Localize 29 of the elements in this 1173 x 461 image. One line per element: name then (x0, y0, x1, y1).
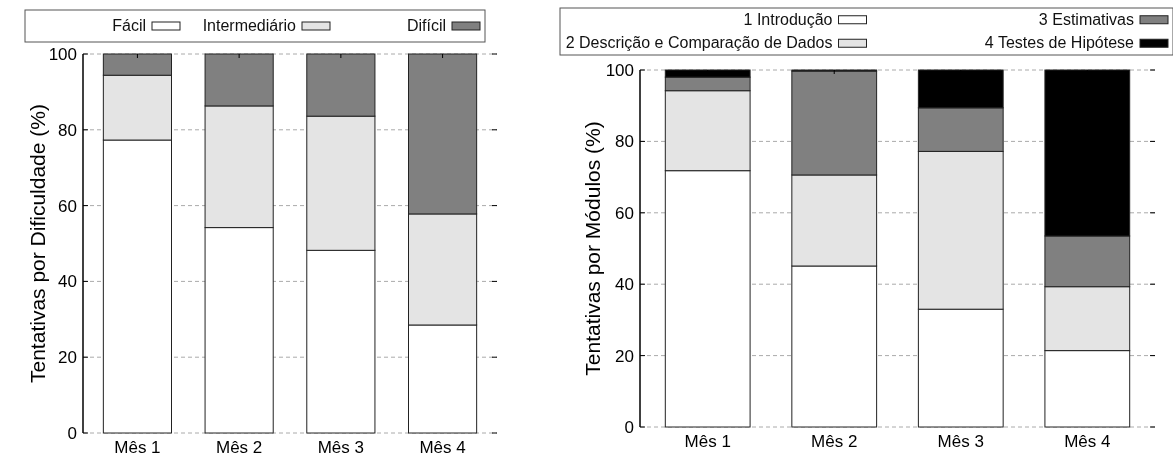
legend-label: 2 Descrição e Comparação de Dados (565, 34, 833, 52)
y-tick-label: 40 (58, 272, 77, 292)
legend-label: Difícil (406, 17, 446, 34)
legend-label: Fácil (112, 17, 146, 34)
y-tick-label: 80 (615, 132, 634, 152)
y-tick-label: 0 (624, 418, 634, 437)
legend-label: 1 Introdução (743, 10, 833, 28)
legend-label: 3 Estimativas (1038, 10, 1134, 28)
x-tick-label: Mês 2 (215, 438, 263, 457)
y-tick-label: 80 (58, 120, 77, 140)
y-tick-label: 100 (605, 61, 634, 80)
y-tick-label: 20 (615, 346, 634, 366)
y-tick-label: 0 (67, 424, 77, 443)
x-tick-label: Mês 1 (114, 438, 161, 457)
x-tick-label: Mês 4 (419, 438, 466, 457)
y-axis-title: Tentativas por Dificuldade (%) (26, 104, 49, 383)
x-tick-label: Mês 2 (811, 432, 858, 451)
y-tick-label: 100 (48, 45, 77, 64)
legend-label: 4 Testes de Hipótese (984, 34, 1135, 52)
y-tick-label: 40 (615, 275, 634, 295)
x-tick-label: Mês 1 (684, 432, 731, 451)
x-tick-label: Mês 4 (1064, 432, 1111, 451)
x-tick-label: Mês 3 (317, 438, 365, 457)
y-axis-title: Tentativas por Módulos (%) (581, 121, 604, 376)
y-tick-label: 60 (58, 196, 77, 216)
y-tick-label: 60 (615, 203, 634, 223)
legend-label: Intermediário (202, 17, 297, 34)
x-tick-label: Mês 3 (937, 432, 984, 451)
y-tick-label: 20 (58, 348, 77, 368)
